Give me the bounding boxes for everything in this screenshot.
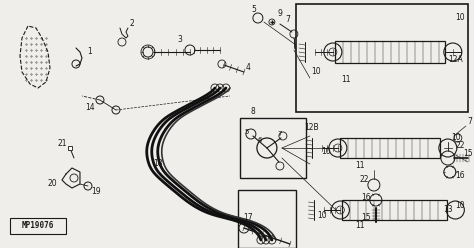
- Text: 19: 19: [91, 187, 101, 196]
- Text: 12B: 12B: [305, 124, 319, 132]
- Text: 15: 15: [361, 214, 371, 222]
- Bar: [342, 200, 447, 220]
- Text: 17: 17: [243, 214, 253, 222]
- Text: 1: 1: [88, 48, 92, 57]
- Text: 10: 10: [455, 200, 465, 210]
- Text: 10: 10: [451, 133, 461, 143]
- Bar: [335, 41, 445, 63]
- Text: 2: 2: [129, 20, 134, 29]
- Text: 15: 15: [463, 150, 473, 158]
- Text: 7: 7: [467, 118, 472, 126]
- Bar: [340, 138, 440, 158]
- Text: 12A: 12A: [448, 56, 463, 64]
- Bar: [10, 218, 66, 234]
- Text: 22: 22: [359, 176, 369, 185]
- Text: 11: 11: [341, 75, 351, 85]
- Text: 11: 11: [355, 221, 365, 230]
- Text: 3: 3: [177, 35, 182, 44]
- Bar: [296, 4, 468, 112]
- Text: 18: 18: [153, 159, 163, 168]
- Text: 9: 9: [277, 9, 283, 19]
- Text: 21: 21: [57, 139, 67, 149]
- Text: 6: 6: [258, 137, 262, 143]
- Text: 7: 7: [285, 15, 291, 25]
- Text: 20: 20: [47, 179, 57, 187]
- Text: 14: 14: [85, 103, 95, 113]
- Text: 11: 11: [355, 160, 365, 169]
- Text: 4: 4: [246, 63, 250, 72]
- Text: 22: 22: [455, 142, 465, 151]
- Text: MP19076: MP19076: [22, 221, 54, 230]
- Text: 10: 10: [455, 13, 465, 23]
- Text: 7: 7: [278, 131, 282, 137]
- Text: 5: 5: [252, 5, 256, 14]
- Text: 13: 13: [443, 206, 453, 215]
- Text: 16: 16: [455, 172, 465, 181]
- Text: 10: 10: [311, 67, 321, 76]
- Bar: [238, 190, 296, 248]
- Bar: [240, 118, 306, 178]
- Text: 16: 16: [361, 193, 371, 203]
- Text: 10: 10: [321, 148, 331, 156]
- Text: 5: 5: [245, 129, 249, 135]
- Text: 10: 10: [317, 212, 327, 220]
- Text: 8: 8: [251, 107, 255, 117]
